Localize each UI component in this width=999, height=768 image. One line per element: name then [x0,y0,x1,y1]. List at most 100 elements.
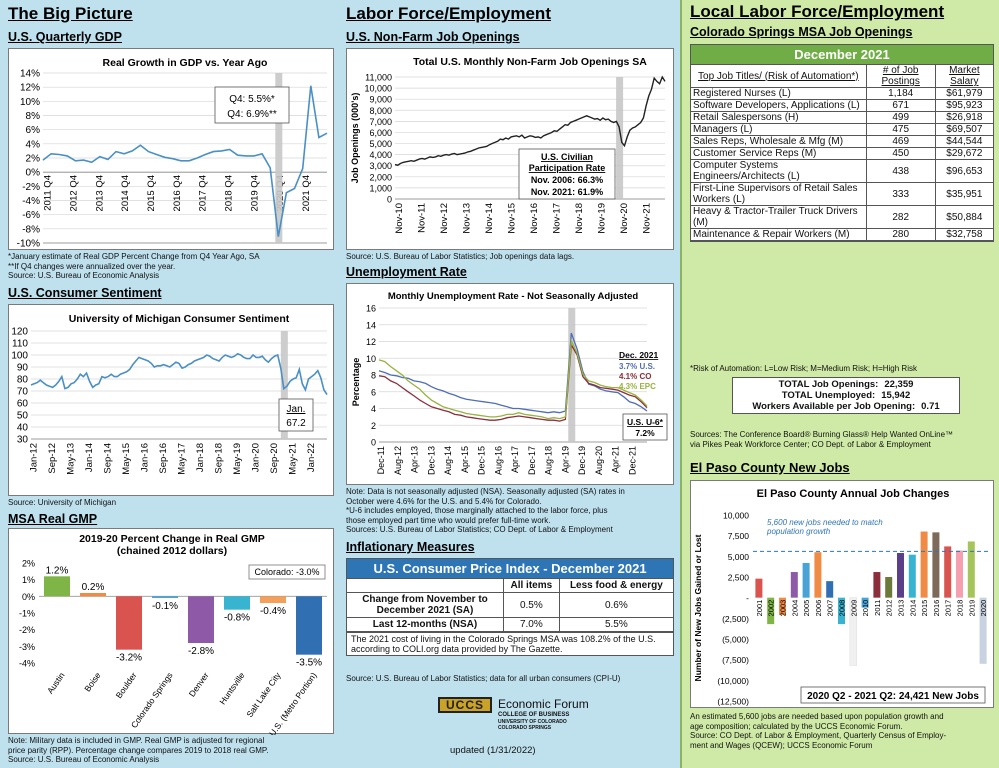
elpaso-chart: El Paso County Annual Job Changes 10,000 7… [693,488,989,707]
y-tick-label: 1,000 [369,183,392,193]
participation-line: U.S. Civilian [541,152,593,162]
y-tick-label: 8 [371,371,376,381]
elpaso-year-label: 2015 [920,600,929,617]
elpaso-bar [956,550,963,598]
uccs-logo-line3: COLORADO SPRINGS [498,725,552,731]
gmp-chart: 2019-20 Percent Change in Real GMP(chain… [19,533,327,738]
unemp-note-line: Note: Data is not seasonally adjusted (N… [346,487,625,496]
sentiment-annotation-line: Jan. [287,404,306,415]
gdp-notes: *January estimate of Real GDP Percent Ch… [8,252,260,281]
unemp-legend-item: 3.7% U.S. [619,362,655,371]
sentiment-annotation-box [278,398,314,432]
y-tick-label: -4% [19,659,35,669]
column-big-picture: The Big Picture U.S. Quarterly GDP Real … [0,0,340,768]
gmp-category-label: Huntsville [217,670,246,706]
elpaso-notes: An estimated 5,600 jobs are needed based… [690,712,946,750]
x-tick-label: Dec-17 [527,446,537,475]
y-tick-label: -6% [22,210,40,221]
y-tick-label: 4% [26,139,41,150]
gmp-category-label: Boise [82,670,103,693]
gmp-data-label: 0.2% [82,582,105,593]
unemp-legend-item: 4.1% CO [619,372,651,381]
openings-chart-panel: Total U.S. Monthly Non-Farm Job Openings… [346,48,674,250]
x-tick-label: Aug-18 [544,446,554,475]
y-tick-label: 100 [11,351,28,362]
x-tick-label: Aug-12 [393,446,403,475]
unemp-notes: Note: Data is not seasonally adjusted (N… [346,487,625,535]
uccs-logo-line1: COLLEGE OF BUSINESS [498,712,570,718]
y-axis-title: Job Openings (000's) [350,93,360,184]
job-postings: 499 [865,111,936,124]
y-tick-label: 120 [11,327,28,338]
job-postings: 1,184 [865,87,936,100]
elpaso-year-label: 2009 [849,600,858,617]
u6-value: 7.2% [635,428,655,438]
x-tick-label: Jan-22 [306,443,317,472]
x-tick-label: Apr-19 [560,446,570,473]
unemp-note-line: *U-6 includes employed, those marginally… [346,506,608,515]
x-tick-label: Sep-12 [47,443,58,474]
total-label: TOTAL Job Openings: [778,379,879,390]
openings-heading: U.S. Non-Farm Job Openings [346,30,520,44]
y-tick-label: -2% [22,182,40,193]
job-title: Software Developers, Applications (L) [691,99,867,112]
gmp-heading: MSA Real GMP [8,512,98,526]
recession-band [275,73,283,243]
target-label: 5,600 new jobs needed to match [767,518,883,527]
y-tick-label: 4,000 [369,150,392,160]
gmp-legend-box [248,564,326,580]
series-line [42,85,328,237]
y-tick-label: 10,000 [723,511,749,521]
series-line [378,342,648,422]
sentiment-chart-panel: University of Michigan Consumer Sentimen… [8,304,334,496]
job-postings: 469 [865,135,936,148]
job-postings: 280 [865,228,936,241]
gmp-chart-panel: 2019-20 Percent Change in Real GMP (chain… [8,528,334,738]
uccs-logo-line2: UNIVERSITY OF COLORADO [498,719,567,725]
elpaso-bar [897,553,904,598]
x-tick-label: Aug-16 [493,446,503,475]
gmp-notes: Note: Military data is included in GMP. … [8,736,268,765]
y-tick-label: 0 [387,195,392,205]
gmp-bar [296,596,322,655]
elpaso-bar [932,532,940,598]
chart-title: Monthly Unemployment Rate - Not Seasonal… [388,291,639,302]
elpaso-note-line: age composition; calculated by the UCCS … [690,721,903,731]
job-openings-month: December 2021 [691,45,993,64]
unemp-legend-title: Dec. 2021 [619,350,658,360]
job-salary: $61,979 [934,87,993,100]
gdp-annotation-line: Q4: 5.5%* [229,94,275,105]
cpi-heading: Inflationary Measures [346,540,475,554]
uccs-logo: UCCS Economic Forum COLLEGE OF BUSINESS … [438,694,618,736]
y-tick-label: - [746,593,749,603]
x-tick-label: Dec-15 [477,446,487,475]
x-tick-label: Aug-14 [443,446,453,475]
y-tick-label: 90 [17,363,29,374]
chart-title: (chained 2012 dollars) [117,545,227,557]
unemp-legend-item: 4.3% EPC [619,382,656,391]
y-tick-label: 1% [22,575,35,585]
series-line [30,352,328,396]
y-tick-label: (10,000) [717,676,749,686]
y-tick-label: 10% [20,97,40,108]
elpaso-bar [838,597,845,625]
y-tick-label: -8% [22,224,40,235]
total-unemployed: TOTAL Unemployed: 15,942 [737,390,955,401]
elpaso-bar [755,578,763,598]
y-tick-label: 10,000 [364,84,392,94]
y-tick-label: 0% [26,168,41,179]
y-tick-label: 0% [22,592,35,602]
recession-band [280,331,288,439]
x-tick-label: Jan-14 [84,443,95,472]
uccs-logo-mark: UCCS [438,697,492,713]
y-tick-label: 80 [17,375,29,386]
gdp-chart: Real Growth in GDP vs. Year Ago 14% 12% 10%… [17,57,328,250]
cpi-row1-core: 0.6% [558,592,673,618]
gmp-data-label: -3.5% [296,658,322,669]
y-tick-label: 8% [26,111,41,122]
x-tick-label: 2013 Q4 [94,175,105,211]
x-tick-label: Apr-13 [410,446,420,473]
series-line [378,332,648,414]
elpaso-total: 2020 Q2 - 2021 Q2: 24,421 New Jobs [807,691,979,702]
elpaso-note-line: Source: CO Dept. of Labor & Employment, … [690,731,947,740]
